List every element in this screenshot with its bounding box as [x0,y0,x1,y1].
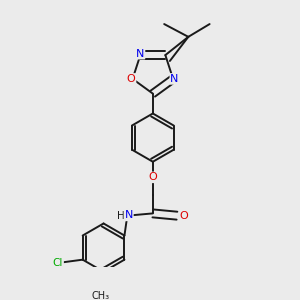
Text: O: O [148,172,157,182]
Text: H: H [117,211,125,221]
Text: N: N [136,49,145,59]
Text: N: N [124,210,133,220]
Text: O: O [180,211,188,221]
Text: N: N [170,74,179,84]
Text: O: O [127,74,136,84]
Text: Cl: Cl [53,257,63,268]
Text: CH₃: CH₃ [92,291,110,300]
